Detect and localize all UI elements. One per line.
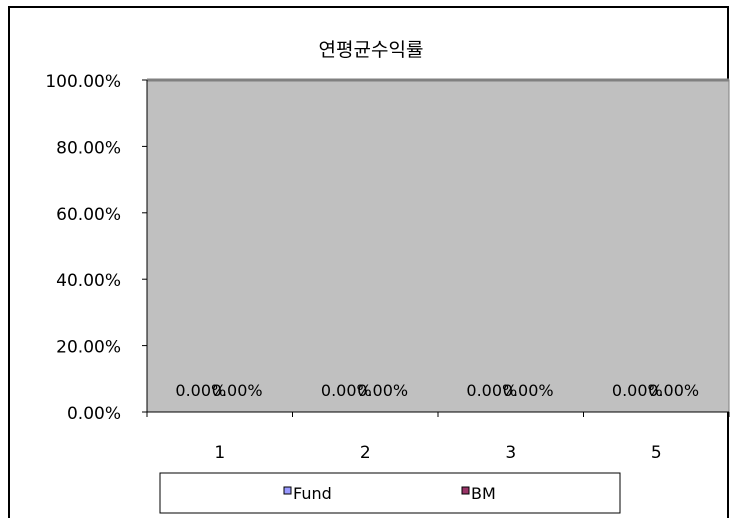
data-label-fund: 0.00% [466,381,517,400]
data-labels: 0.00% 0.00% 0.00% 0.00%0.00% 0.00% 0.00% 0.00% [175,381,699,400]
y-tick-label: 0.00% [67,404,121,424]
data-label-bm: 0.00% [648,381,699,400]
data-label-bm: 0.00% [212,381,263,400]
chart-title: 연평균수익률 [319,39,424,61]
legend-box [159,472,621,514]
y-tick-label: 100.00% [45,72,121,92]
data-label-bm: 0.00% [357,381,408,400]
x-axis-ticks: 1 2 3 5 [146,412,730,463]
data-label-fund: 0.00% [321,381,372,400]
y-tick-label: 40.00% [56,271,121,291]
legend-label-bm: BM [471,484,496,503]
x-category-label: 5 [651,443,662,463]
y-tick-label: 80.00% [56,138,121,158]
data-label-fund: 0.00% [612,381,663,400]
y-tick-label: 60.00% [56,205,121,225]
data-label-fund: 0.00% [175,381,226,400]
x-category-label: 2 [360,443,371,463]
x-category-label: 1 [214,443,225,463]
y-tick-label: 20.00% [56,338,121,358]
legend-swatch-bm [461,486,470,495]
x-category-label: 3 [505,443,516,463]
plot-area [146,79,730,413]
y-axis-ticks: 0.00% 20.00% 40.00% 60.00% 80.00% 100.00% [45,72,147,424]
legend-swatch-fund [283,486,292,495]
legend-label-fund: Fund [293,484,332,503]
legend: Fund BM [159,472,621,514]
data-label-bm: 0.00% [503,381,554,400]
